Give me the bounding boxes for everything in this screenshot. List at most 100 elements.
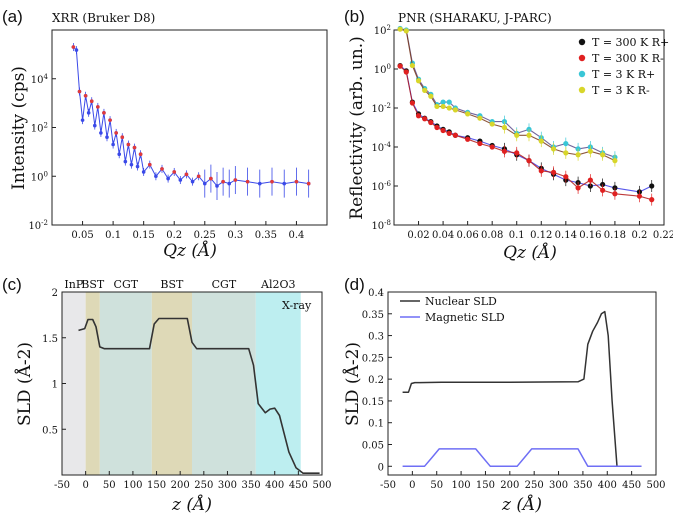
panel-a-xtick-label: 0.2 (166, 230, 182, 241)
panel-a-point-red (196, 174, 201, 179)
panel-a-point-blue (92, 123, 97, 128)
panel-b-point (489, 144, 495, 150)
panel-c-region-label: BST (81, 278, 105, 291)
panel-b-legend-label: T = 300 K R- (592, 52, 664, 65)
panel-a-point-blue (202, 181, 207, 186)
panel-b-point (526, 158, 532, 164)
panel-c-region-band (99, 292, 152, 475)
panel-a-point-blue (74, 48, 79, 52)
panel-a-marks (71, 43, 311, 200)
panel-b-point (550, 146, 557, 152)
panel-d-xtick-label: 250 (525, 480, 544, 491)
panel-c-annotation: X-ray (282, 299, 312, 312)
panel-a-point-blue (141, 170, 146, 174)
panel-a-point-red (147, 162, 152, 167)
panel-a-point-red (83, 93, 88, 98)
panel-a-plot-area (51, 29, 328, 226)
panel-b-ticks: 0.02 0.04 0.06 0.08 0.1 0.12 0.14 0.16 0.18 0.2 0.… (371, 24, 673, 241)
panel-a-point-red (71, 45, 76, 49)
panel-b-point (428, 119, 434, 126)
panel-b-point (428, 93, 434, 99)
panel-b-xtick-label: 0.1 (509, 230, 525, 241)
panel-a-xtick-label: 0.15 (133, 230, 155, 241)
panel-a-xlabel: Qz (Å) (163, 240, 217, 261)
panel-c-region-label: InP (64, 278, 83, 291)
panel-d-xlabel: z (Å) (501, 494, 542, 515)
panel-a-point-blue (154, 174, 158, 179)
panel-a-point-red (77, 89, 82, 94)
panel-a-ytick-label: 102 (31, 122, 48, 135)
panel-a-xtick-label: 0.25 (194, 230, 216, 241)
panel-b-marks (397, 25, 655, 206)
panel-a-point-red (306, 181, 311, 186)
panel-a-point-blue (99, 131, 103, 135)
panel-b-xtick-label: 0.16 (579, 230, 601, 241)
panel-b-ytick-label: 10-8 (371, 219, 391, 232)
panel-d-legend: Nuclear SLD Magnetic SLD (400, 295, 505, 324)
panel-d-legend-label: Magnetic SLD (425, 311, 505, 324)
panel-b-ytick-label: 102 (374, 24, 391, 37)
panel-c-label: (c) (2, 275, 22, 294)
panel-c-xtick-label: 50 (103, 480, 116, 491)
panel-b-point (446, 99, 452, 105)
panel-b-point (477, 115, 483, 121)
panel-b-xtick-label: 0.12 (530, 230, 552, 241)
panel-a-point-blue (282, 181, 287, 186)
panel-c-xtick-label: -50 (54, 480, 70, 491)
panel-a-point-red (120, 135, 125, 139)
panel-a-ticks: 0.05 0.1 0.15 0.2 0.25 0.3 0.35 0.4 10-2 100 102 10… (28, 73, 304, 241)
panel-b-legend-label: T = 3 K R+ (592, 68, 655, 81)
panel-b-title: PNR (SHARAKU, J-PARC) (398, 11, 552, 25)
panel-b-point (465, 111, 471, 117)
panel-c-region-label: CGT (114, 278, 139, 291)
panel-a-point-red (114, 131, 118, 135)
panel-c-ytick-label: 2 (52, 288, 58, 299)
panel-a-xtick-label: 0.3 (227, 230, 243, 241)
panel-c-xtick-label: 0 (82, 480, 88, 491)
panel-b-xtick-label: 0.08 (481, 230, 503, 241)
panel-b-xlabel: Qz (Å) (503, 242, 557, 263)
panel-d: (d) -50 0 50 100 150 200 250 300 350 400 450 500 0 0.… (342, 275, 666, 515)
panel-c-xtick-label: 200 (171, 480, 190, 491)
panel-b-point (612, 191, 618, 197)
panel-b-label: (b) (344, 7, 365, 26)
panel-a-point-red (184, 172, 189, 177)
panel-a-xtick-label: 0.35 (255, 230, 277, 241)
panel-c-xtick-label: 150 (147, 480, 166, 491)
panel-b-point (514, 132, 520, 138)
panel-d-legend-label: Nuclear SLD (425, 295, 497, 308)
panel-a-point-blue (129, 162, 134, 167)
panel-c-marks (78, 317, 320, 474)
panel-d-ytick-label: 0.05 (362, 441, 384, 452)
panel-b-xtick-label: 0.02 (407, 230, 429, 241)
panel-b-ytick-label: 10-2 (371, 102, 391, 115)
panel-c-xtick-label: 250 (194, 480, 213, 491)
panel-a-point-red (138, 152, 143, 157)
panel-d-xtick-label: 200 (500, 480, 519, 491)
panel-b-point (489, 121, 495, 127)
panel-a-point-red (294, 179, 299, 184)
panel-a-point-blue (178, 178, 183, 182)
panel-c-region-band (62, 292, 86, 475)
panel-b-point (587, 148, 593, 154)
panel-b-point (575, 152, 581, 158)
panel-b-point (440, 99, 446, 105)
panel-b-xtick-label: 0.04 (432, 230, 454, 241)
panel-c-ylabel: SLD (Å-2) (14, 342, 35, 426)
panel-a-point-red (96, 105, 100, 109)
panel-a-ytick-label: 10-2 (28, 219, 48, 232)
panel-c-xlabel: z (Å) (171, 494, 212, 515)
panel-c-region-label: BST (160, 278, 184, 291)
panel-d-label: (d) (344, 275, 365, 294)
panel-a-point-red (126, 142, 131, 147)
panel-d-xtick-label: 350 (573, 480, 592, 491)
panel-b-legend-marker (578, 54, 586, 62)
panel-a-point-red (89, 99, 94, 103)
panel-d-xtick-label: 400 (598, 480, 617, 491)
panel-d-xtick-label: 50 (430, 480, 443, 491)
panel-c-xtick-label: 450 (289, 480, 308, 491)
panel-d-xtick-label: 450 (622, 480, 641, 491)
panel-b-point (514, 150, 520, 156)
